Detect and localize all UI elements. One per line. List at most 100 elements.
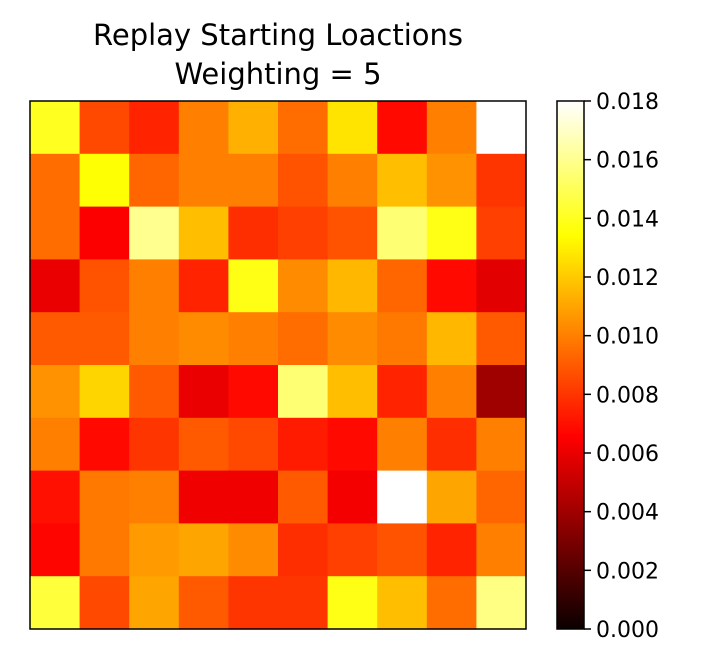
heatmap-cell <box>377 523 428 577</box>
heatmap-cell <box>30 312 81 366</box>
heatmap-cell <box>327 417 378 472</box>
heatmap-cell <box>476 417 527 472</box>
heatmap-cell <box>278 523 329 577</box>
heatmap-cell <box>30 206 81 260</box>
heatmap-cell <box>327 576 378 630</box>
heatmap-cell <box>178 523 229 577</box>
heatmap-cell <box>476 206 527 260</box>
heatmap-cell <box>79 576 130 630</box>
heatmap-cell <box>476 101 527 155</box>
heatmap-cell <box>228 312 279 366</box>
heatmap-cell <box>377 312 428 366</box>
heatmap-cell <box>377 101 428 155</box>
heatmap-cell <box>30 365 81 419</box>
colorbar-tick-label: 0.010 <box>596 325 659 350</box>
heatmap-cell <box>178 365 229 419</box>
heatmap-cell <box>129 153 180 208</box>
heatmap-cell <box>129 312 180 366</box>
heatmap-cell <box>278 470 329 524</box>
heatmap-cell <box>327 523 378 577</box>
heatmap-cell <box>426 206 477 260</box>
heatmap-cell <box>79 365 130 419</box>
heatmap-cell <box>476 523 527 577</box>
heatmap-cell <box>426 312 477 366</box>
heatmap-cell <box>79 206 130 260</box>
heatmap-cells <box>30 101 527 630</box>
heatmap-cell <box>476 576 527 630</box>
heatmap-cell <box>278 206 329 260</box>
heatmap-cell <box>79 101 130 155</box>
heatmap-cell <box>426 153 477 208</box>
heatmap-cell <box>426 523 477 577</box>
heatmap-cell <box>178 312 229 366</box>
heatmap-cell <box>178 153 229 208</box>
chart-title: Replay Starting Loactions <box>93 18 463 52</box>
heatmap-cell <box>79 312 130 366</box>
heatmap-cell <box>476 153 527 208</box>
heatmap-cell <box>228 101 279 155</box>
colorbar-tick-label: 0.012 <box>596 266 659 291</box>
heatmap-cell <box>327 365 378 419</box>
heatmap-cell <box>377 576 428 630</box>
heatmap-cell <box>79 153 130 208</box>
heatmap-cell <box>327 153 378 208</box>
heatmap-cell <box>30 470 81 524</box>
heatmap-cell <box>30 101 81 155</box>
heatmap-cell <box>129 206 180 260</box>
colorbar-tick-label: 0.008 <box>596 383 659 408</box>
heatmap-cell <box>426 470 477 524</box>
heatmap-cell <box>129 417 180 472</box>
heatmap-cell <box>426 417 477 472</box>
heatmap-cell <box>30 259 81 313</box>
heatmap-cell <box>178 470 229 524</box>
heatmap-cell <box>178 576 229 630</box>
heatmap-cell <box>30 576 81 630</box>
heatmap-cell <box>426 259 477 313</box>
heatmap-cell <box>377 365 428 419</box>
heatmap-cell <box>327 206 378 260</box>
chart-subtitle: Weighting = 5 <box>174 57 381 91</box>
heatmap-cell <box>476 470 527 524</box>
heatmap-cell <box>228 523 279 577</box>
heatmap-cell <box>327 470 378 524</box>
colorbar-tick-label: 0.002 <box>596 559 659 584</box>
heatmap-cell <box>129 101 180 155</box>
heatmap-cell <box>228 365 279 419</box>
colorbar-tick-label: 0.016 <box>596 149 659 174</box>
plot-frame <box>29 100 527 630</box>
heatmap-cell <box>30 523 81 577</box>
colorbar-tick-label: 0.006 <box>596 442 659 467</box>
colorbar-tick-label: 0.018 <box>596 90 659 115</box>
heatmap-cell <box>426 101 477 155</box>
colorbar <box>556 100 585 630</box>
heatmap-cell <box>278 576 329 630</box>
heatmap-cell <box>79 417 130 472</box>
heatmap-cell <box>228 259 279 313</box>
heatmap-cell <box>377 470 428 524</box>
heatmap-cell <box>129 259 180 313</box>
heatmap-cell <box>426 365 477 419</box>
heatmap-cell <box>178 417 229 472</box>
heatmap-cell <box>79 523 130 577</box>
heatmap-cell <box>377 153 428 208</box>
colorbar-ticks: 0.000 0.002 0.004 0.006 0.008 0.010 0.012 0.014… <box>584 90 659 643</box>
heatmap-cell <box>178 101 229 155</box>
heatmap-cell <box>278 365 329 419</box>
heatmap-cell <box>278 153 329 208</box>
heatmap-cell <box>30 417 81 472</box>
heatmap-cell <box>476 259 527 313</box>
heatmap-cell <box>79 259 130 313</box>
heatmap-cell <box>278 101 329 155</box>
heatmap-cell <box>278 417 329 472</box>
heatmap-cell <box>327 101 378 155</box>
heatmap-cell <box>228 206 279 260</box>
heatmap-cell <box>377 417 428 472</box>
heatmap-cell <box>228 153 279 208</box>
heatmap-cell <box>178 206 229 260</box>
heatmap-cell <box>278 259 329 313</box>
heatmap-cell <box>30 153 81 208</box>
heatmap-cell <box>228 470 279 524</box>
heatmap-cell <box>327 259 378 313</box>
heatmap-cell <box>129 576 180 630</box>
